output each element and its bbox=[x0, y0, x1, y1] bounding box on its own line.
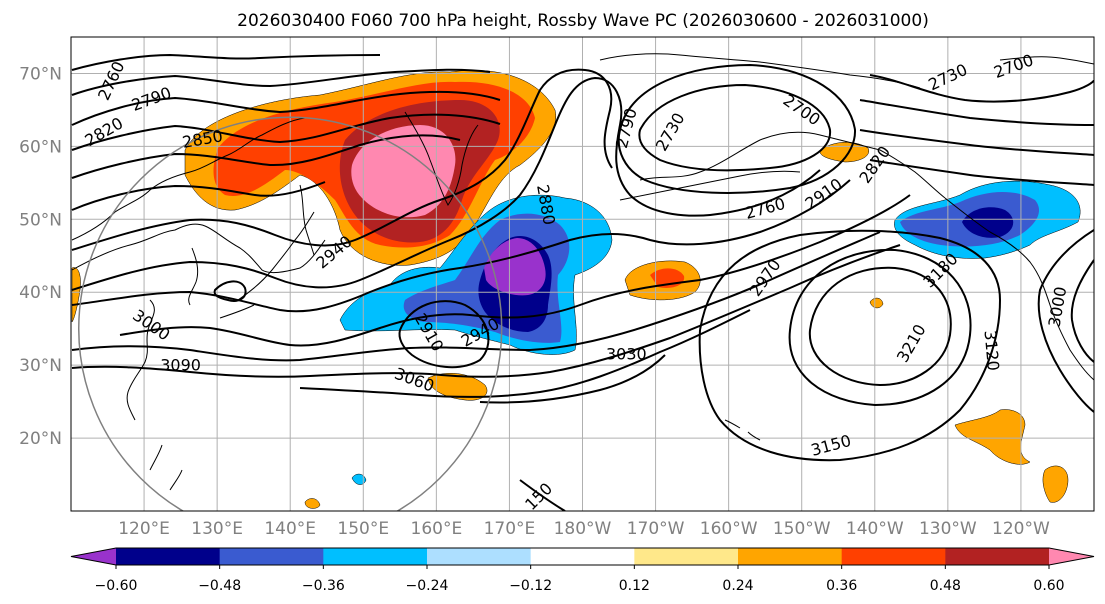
contour-line bbox=[859, 129, 1094, 156]
colorbar-tick-label: 0.12 bbox=[619, 578, 650, 594]
contour-line bbox=[1070, 259, 1094, 363]
coast-kamchatka bbox=[404, 111, 479, 206]
contour-line bbox=[71, 113, 501, 151]
contour-line bbox=[398, 300, 490, 369]
colorbar-tick-label: 0.60 bbox=[1033, 578, 1064, 594]
negative-anomaly-blob-9 bbox=[351, 473, 367, 485]
longitude-tick-label: 140°W bbox=[846, 519, 904, 539]
colorbar-tick-label: 0.48 bbox=[930, 578, 961, 594]
map-frame bbox=[70, 36, 1095, 512]
positive-anomaly-blob-8 bbox=[869, 297, 884, 309]
longitude-tick-label: 180°W bbox=[554, 519, 612, 539]
coast-alaska bbox=[599, 53, 946, 199]
colorbar-extend-max bbox=[1049, 548, 1094, 565]
graticule bbox=[71, 37, 1094, 511]
colorbar-tick-label: −0.60 bbox=[95, 578, 138, 594]
contour-line bbox=[788, 248, 972, 407]
contour-line bbox=[698, 229, 1002, 462]
colorbar-swatch bbox=[427, 548, 532, 565]
contour-line bbox=[859, 99, 1094, 126]
colorbar-swatch bbox=[945, 548, 1050, 565]
contour-line bbox=[71, 231, 881, 362]
contour-line bbox=[299, 309, 751, 398]
colorbar-tick-label: −0.12 bbox=[509, 578, 552, 594]
colorbar-extend-min bbox=[71, 548, 116, 565]
contour-line bbox=[71, 68, 613, 251]
contour-line bbox=[638, 83, 832, 172]
contour-label: 3090 bbox=[160, 356, 201, 375]
coast-sakhalin bbox=[299, 184, 315, 256]
positive-anomaly-blob-6 bbox=[71, 267, 81, 323]
contour-line bbox=[71, 244, 901, 378]
coast-east-asia bbox=[71, 117, 326, 421]
longitude-tick-label: 160°E bbox=[411, 519, 463, 539]
colorbar-swatch bbox=[738, 548, 843, 565]
longitude-tick-label: 170°W bbox=[627, 519, 685, 539]
colorbar-swatch bbox=[219, 548, 324, 565]
colorbar-swatch bbox=[530, 548, 635, 565]
coast-north-america bbox=[944, 56, 1094, 381]
longitude-tick-label: 130°E bbox=[191, 519, 243, 539]
colorbar-tick-label: −0.36 bbox=[302, 578, 345, 594]
contour-line bbox=[71, 76, 821, 291]
coast-aleutians bbox=[619, 170, 801, 201]
latitude-tick-labels: 20°N 30°N 40°N 50°N 60°N 70°N bbox=[19, 64, 62, 449]
colorbar-swatch bbox=[841, 548, 946, 565]
figure-title: 2026030400 F060 700 hPa height, Rossby W… bbox=[237, 11, 929, 31]
contour-line bbox=[1037, 229, 1094, 413]
contour-line bbox=[808, 266, 952, 387]
positive-anomaly-blob-7 bbox=[304, 498, 321, 509]
longitude-tick-labels: 120°E 130°E 140°E 150°E 160°E 170°E 180°W 170°W… bbox=[118, 519, 1050, 539]
colorbar-swatch bbox=[323, 548, 428, 565]
latitude-tick-label: 20°N bbox=[19, 429, 62, 449]
colorbar-tick-label: −0.48 bbox=[198, 578, 241, 594]
region-circle bbox=[78, 116, 503, 511]
contour-line bbox=[213, 280, 247, 302]
contour-line bbox=[71, 53, 381, 71]
contour-line bbox=[119, 194, 911, 347]
colorbar-swatch bbox=[116, 548, 221, 565]
coast-hawaii bbox=[724, 419, 761, 441]
longitude-tick-label: 150°W bbox=[773, 519, 831, 539]
height-contours bbox=[71, 53, 1094, 511]
colorbar-tick-label: 0.24 bbox=[722, 578, 753, 594]
longitude-tick-label: 160°W bbox=[700, 519, 758, 539]
latitude-tick-label: 30°N bbox=[19, 356, 62, 376]
contour-line bbox=[71, 68, 491, 96]
longitude-tick-label: 150°E bbox=[337, 519, 389, 539]
contour-line bbox=[869, 159, 1094, 186]
colorbar: −0.60 −0.48 −0.36 −0.24 −0.12 0.12 0.24 0.36 0.4… bbox=[70, 547, 1095, 594]
longitude-tick-label: 130°W bbox=[919, 519, 977, 539]
latitude-tick-label: 60°N bbox=[19, 137, 62, 157]
contour-line bbox=[71, 181, 326, 211]
latitude-tick-label: 50°N bbox=[19, 210, 62, 230]
longitude-tick-label: 140°E bbox=[264, 519, 316, 539]
colorbar-tick-label: −0.24 bbox=[406, 578, 449, 594]
contour-label: 3030 bbox=[606, 345, 647, 364]
positive-anomaly-blob-5 bbox=[1042, 465, 1069, 503]
longitude-tick-label: 170°E bbox=[484, 519, 536, 539]
longitude-tick-label: 120°E bbox=[118, 519, 170, 539]
coastlines bbox=[71, 53, 1094, 491]
colorbar-swatch bbox=[634, 548, 739, 565]
latitude-tick-label: 70°N bbox=[19, 64, 62, 84]
positive-anomaly-pink bbox=[351, 125, 456, 218]
colorbar-tick-label: 0.36 bbox=[826, 578, 857, 594]
contour-line bbox=[617, 63, 857, 194]
positive-anomaly-blob-2 bbox=[819, 142, 870, 163]
contour-line bbox=[519, 479, 566, 511]
coast-philippines bbox=[149, 444, 183, 491]
negative-anomaly-navy-east bbox=[962, 207, 1014, 238]
contour-line bbox=[869, 74, 1094, 103]
latitude-tick-label: 40°N bbox=[19, 283, 62, 303]
contour-line bbox=[71, 134, 461, 179]
longitude-tick-label: 120°W bbox=[992, 519, 1050, 539]
contour-label: 3120 bbox=[980, 329, 1002, 371]
contour-line bbox=[71, 91, 501, 126]
contour-line bbox=[479, 354, 666, 404]
